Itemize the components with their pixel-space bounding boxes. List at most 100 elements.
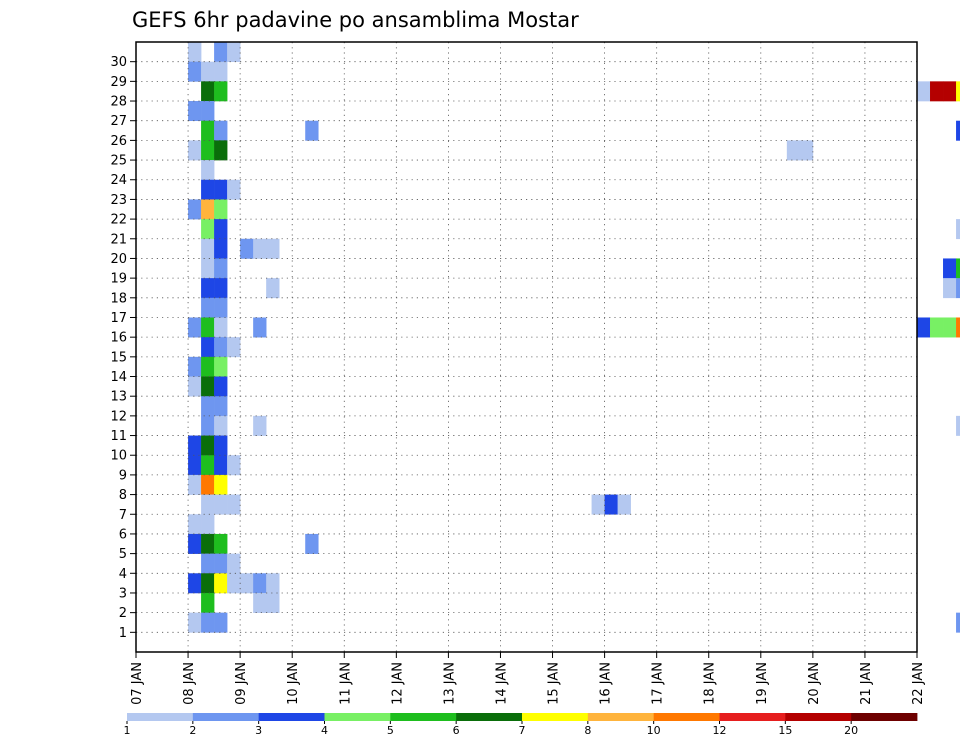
y-tick-label: 23 — [110, 193, 127, 208]
heatmap-cell — [201, 533, 215, 554]
heatmap-cell — [240, 238, 254, 259]
colorbar-segment — [258, 713, 325, 721]
heatmap-cell — [201, 356, 215, 377]
heatmap-cell — [201, 179, 215, 200]
y-tick-label: 28 — [110, 95, 127, 110]
colorbar-segment — [851, 713, 918, 721]
heatmap-cell — [201, 474, 215, 495]
heatmap-cell — [188, 199, 202, 220]
heatmap-cell — [227, 179, 241, 200]
y-tick-label: 5 — [119, 547, 127, 562]
colorbar-label: 2 — [189, 724, 196, 737]
heatmap-cell — [188, 533, 202, 554]
heatmap-cell — [930, 81, 944, 102]
colorbar-label: 6 — [453, 724, 460, 737]
x-tick-label: 13 JAN — [442, 662, 457, 705]
heatmap-cell — [943, 258, 957, 279]
colorbar-label: 4 — [321, 724, 328, 737]
heatmap-cell — [240, 573, 254, 594]
heatmap-cell — [188, 317, 202, 338]
heatmap-cell — [214, 140, 228, 161]
y-tick-label: 26 — [110, 134, 127, 149]
heatmap-cell — [188, 42, 202, 62]
heatmap-cell — [253, 415, 267, 436]
heatmap-cell — [201, 297, 215, 318]
heatmap-cell — [214, 573, 228, 594]
heatmap-cell — [305, 533, 319, 554]
colorbar-segment — [390, 713, 457, 721]
heatmap-cell — [188, 612, 202, 633]
heatmap-cell — [214, 258, 228, 279]
y-tick-label: 18 — [110, 291, 127, 306]
heatmap-cell — [201, 337, 215, 358]
y-tick-label: 10 — [110, 449, 127, 464]
heatmap-cell — [214, 42, 228, 62]
heatmap-cell — [188, 573, 202, 594]
x-tick-label: 14 JAN — [494, 662, 509, 705]
y-tick-label: 22 — [110, 213, 127, 228]
colorbar-label: 7 — [519, 724, 526, 737]
heatmap-cell — [214, 553, 228, 574]
colorbar-segment — [456, 713, 523, 721]
heatmap-cell — [253, 238, 267, 259]
heatmap-cell — [214, 81, 228, 102]
chart-title: GEFS 6hr padavine po ansamblima Mostar — [132, 8, 579, 32]
x-tick-label: 15 JAN — [547, 662, 562, 705]
heatmap-cell — [214, 356, 228, 377]
y-tick-label: 3 — [119, 586, 127, 601]
heatmap-cell — [917, 317, 931, 338]
heatmap-cell — [201, 514, 215, 535]
heatmap-cell — [266, 573, 280, 594]
y-tick-label: 12 — [110, 409, 127, 424]
colorbar: 1 2 3 4 5 6 7 8 10 12 15 20 — [124, 713, 918, 737]
heatmap-cell — [956, 278, 960, 299]
heatmap-cell — [253, 592, 267, 613]
y-tick-label: 1 — [119, 626, 127, 641]
x-tick-label: 18 JAN — [703, 662, 718, 705]
heatmap-cell — [201, 592, 215, 613]
heatmap-cell — [227, 42, 241, 62]
heatmap-cell — [214, 455, 228, 476]
heatmap-cell — [188, 61, 202, 82]
heatmap-cell — [188, 140, 202, 161]
y-tick-label: 21 — [110, 232, 127, 247]
heatmap-cell — [188, 356, 202, 377]
heatmap-cell — [201, 61, 215, 82]
colorbar-label: 8 — [584, 724, 591, 737]
heatmap-cell — [214, 317, 228, 338]
heatmap-cell — [201, 120, 215, 141]
plot-frame — [135, 41, 918, 653]
heatmap-cell — [188, 455, 202, 476]
y-axis: 1234567891011121314151617181920212223242… — [110, 55, 136, 641]
y-tick-label: 6 — [119, 527, 127, 542]
heatmap-cell — [201, 101, 215, 122]
heatmap-cell — [617, 494, 631, 515]
y-tick-label: 7 — [119, 508, 127, 523]
heatmap-cell — [214, 278, 228, 299]
y-tick-label: 29 — [110, 75, 127, 90]
x-tick-label: 10 JAN — [286, 662, 301, 705]
heatmap-cell — [188, 474, 202, 495]
x-tick-label: 07 JAN — [130, 662, 145, 705]
heatmap-cell — [201, 238, 215, 259]
y-tick-label: 4 — [119, 567, 127, 582]
heatmap-cell — [956, 317, 960, 338]
heatmap-cell — [943, 81, 957, 102]
heatmap-cell — [956, 612, 960, 633]
heatmap-cell — [214, 120, 228, 141]
heatmap-cell — [266, 592, 280, 613]
colorbar-label: 5 — [387, 724, 394, 737]
heatmap-cell — [266, 238, 280, 259]
y-tick-label: 14 — [110, 370, 127, 385]
y-tick-label: 27 — [110, 114, 127, 129]
x-tick-label: 16 JAN — [599, 662, 614, 705]
heatmap-cell — [201, 455, 215, 476]
heatmap-cell — [786, 140, 801, 161]
x-tick-label: 08 JAN — [182, 662, 197, 705]
heatmap-cell — [253, 573, 267, 594]
y-tick-label: 30 — [110, 55, 127, 70]
heatmap-cell — [227, 494, 241, 515]
heatmap-cell — [214, 474, 228, 495]
y-tick-label: 25 — [110, 154, 127, 169]
y-tick-label: 15 — [110, 350, 127, 365]
